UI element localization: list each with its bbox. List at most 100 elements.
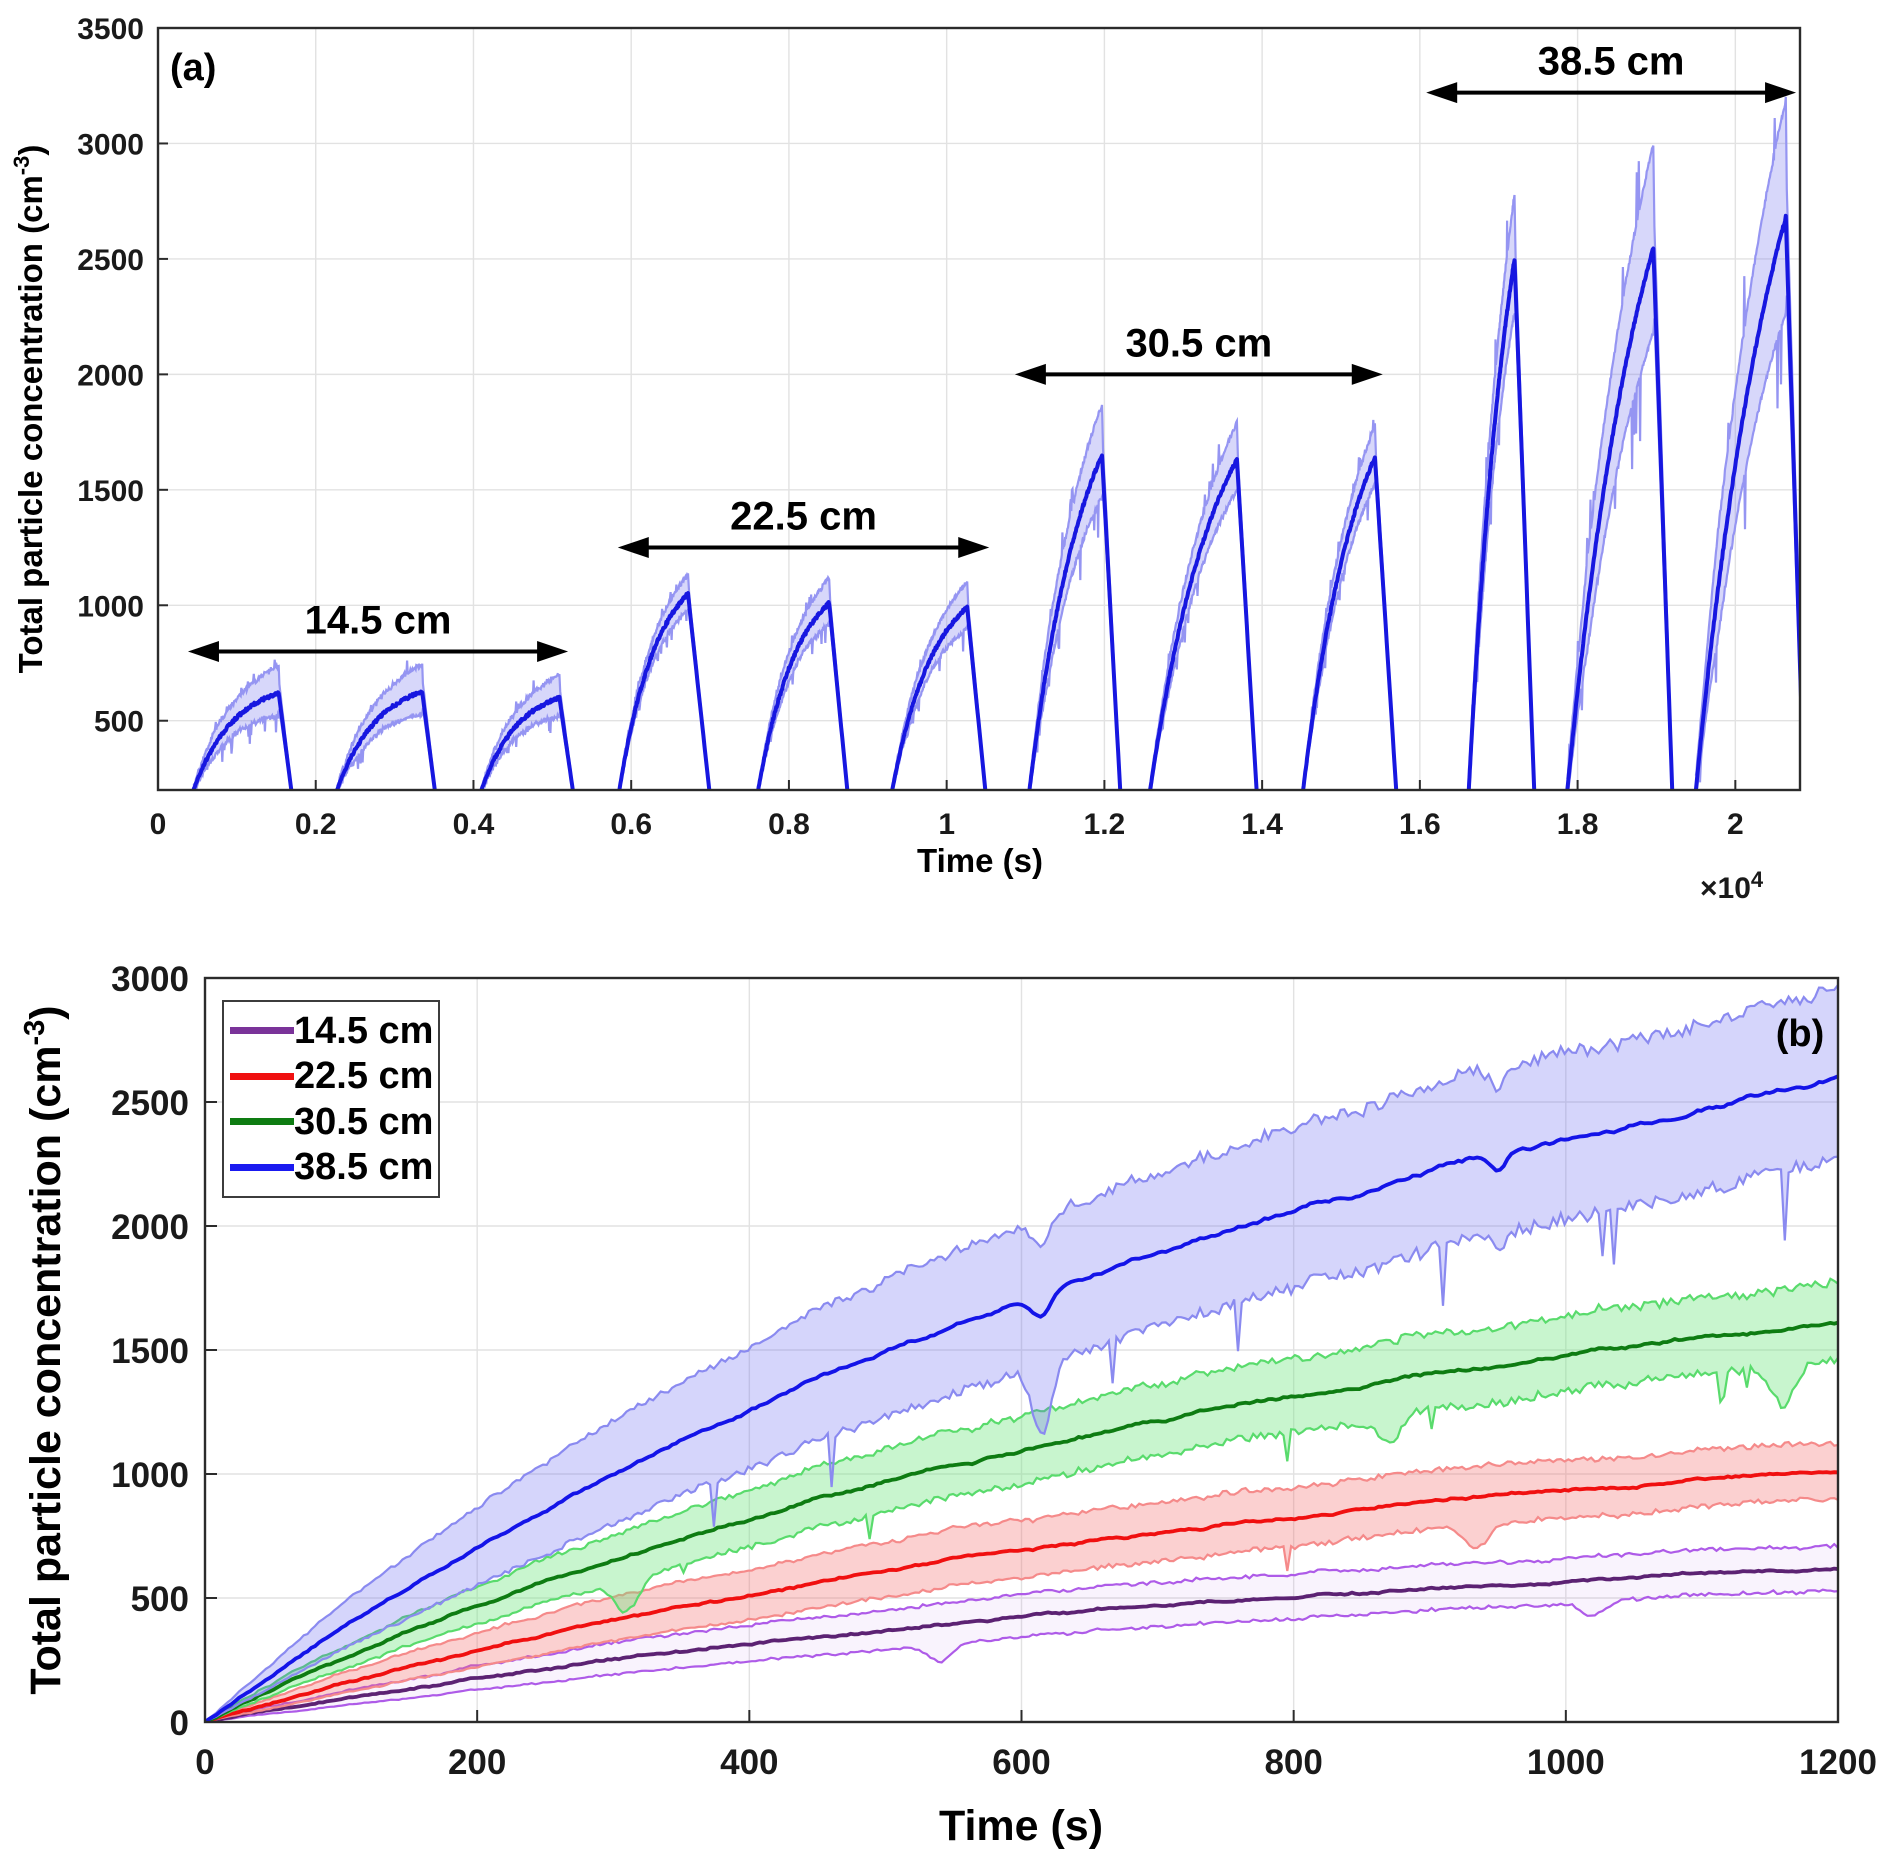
panel-b: 0 200 400 600 800 1000 1200 0 500 1000 1500 2000 250… (19, 960, 1877, 1850)
confidence-band (193, 659, 292, 790)
arrowhead-left (617, 537, 649, 559)
arrowhead-right (537, 640, 569, 662)
y-tick-label: 2000 (111, 1208, 189, 1247)
y-tick-label: 2500 (77, 244, 144, 277)
band-lower-edge (1028, 493, 1122, 790)
mean-line (205, 1074, 1838, 1722)
panel-a-x-axis-title: Time (s) (917, 842, 1043, 879)
y-tick-label: 1500 (77, 475, 144, 508)
confidence-band (758, 577, 848, 790)
band-lower-edge (205, 1155, 1838, 1722)
band-lower-edge (891, 623, 987, 790)
band-upper-edge (205, 1440, 1838, 1722)
panel-a-tick-labels: 0 0.2 0.4 0.6 0.8 1 1.2 1.4 1.6 1.8 25001000150020… (77, 13, 1743, 841)
band-upper-edge (1149, 416, 1258, 786)
arrowhead-left (187, 640, 219, 662)
arrowhead-right (958, 537, 990, 559)
band-lower-edge (337, 708, 436, 790)
y-tick-label: 2500 (111, 1084, 189, 1123)
band-upper-edge (205, 984, 1838, 1722)
y-tick-label: 2000 (77, 359, 144, 392)
x-tick-label: 800 (1264, 1743, 1322, 1782)
mean-line (617, 591, 712, 790)
panel-b-y-axis-title: Total particle concentration (cm-3) (19, 1005, 70, 1694)
panel-a: 14.5 cm 22.5 cm 30.5 cm 38.5 cm 0 0.2 0.4 0.6 0… (9, 13, 1802, 905)
x-tick-label: 0.8 (768, 808, 810, 841)
panel-b-label: (b) (1776, 1013, 1825, 1055)
x-tick-label: 2 (1727, 808, 1744, 841)
confidence-band (892, 581, 986, 790)
x-tick-label: 1.8 (1557, 808, 1599, 841)
mean-line (1693, 213, 1800, 790)
legend-label: 38.5 cm (294, 1146, 434, 1189)
band-upper-edge (205, 1542, 1838, 1722)
x-tick-label: 1.4 (1241, 808, 1283, 841)
band-lower-edge (481, 711, 574, 790)
band-upper-edge (1566, 145, 1674, 780)
panel-b-tick-labels: 0 200 400 600 800 1000 1200 0 500 1000 1500 2000 250… (111, 960, 1877, 1782)
band-upper-edge (205, 1277, 1838, 1722)
panel-b-x-axis-title: Time (s) (939, 1802, 1103, 1850)
x-tick-label: 0.6 (610, 808, 652, 841)
x-tick-label: 0 (150, 808, 167, 841)
y-tick-label: 1500 (111, 1332, 189, 1371)
confidence-band (205, 1278, 1838, 1722)
panel-a-annotations: 14.5 cm 22.5 cm 30.5 cm 38.5 cm (187, 40, 1797, 662)
mean-line (191, 690, 294, 790)
arrowhead-left (1014, 363, 1046, 385)
y-tick-label: 1000 (111, 1456, 189, 1495)
legend-swatch-blue (230, 1163, 294, 1171)
legend-item: 22.5 cm (230, 1057, 436, 1095)
x-tick-label: 600 (992, 1743, 1050, 1782)
arrowhead-right (1765, 82, 1797, 104)
confidence-band (1029, 404, 1121, 790)
legend-item: 14.5 cm (230, 1012, 436, 1050)
legend-swatch-red (230, 1072, 294, 1080)
x-tick-label: 400 (720, 1743, 778, 1782)
mean-line (1565, 246, 1675, 790)
x-tick-label: 1000 (1527, 1743, 1605, 1782)
x-tick-label: 200 (448, 1743, 506, 1782)
panel-b-axes (203, 976, 1840, 1724)
band-upper-edge (891, 581, 987, 789)
band-upper-edge (1694, 96, 1800, 776)
band-upper-edge (192, 659, 293, 788)
axes-box (156, 26, 1802, 792)
band-lower-edge (205, 1496, 1838, 1722)
legend-swatch-purple (230, 1027, 294, 1035)
confidence-band (619, 573, 710, 790)
mean-line (1148, 457, 1259, 790)
x-tick-label: 1200 (1799, 1743, 1877, 1782)
mean-line (1027, 453, 1123, 790)
x-tick-label: 0 (195, 1743, 214, 1782)
x-tick-label: 1.6 (1399, 808, 1441, 841)
confidence-band (1567, 145, 1673, 790)
x-tick-label: 1.2 (1084, 808, 1126, 841)
panel-a-axis-exponent: ×104 (1700, 867, 1764, 905)
legend-swatch-green (230, 1118, 294, 1126)
panel-a-series (191, 96, 1800, 790)
mean-line (479, 694, 575, 790)
mean-line (1301, 455, 1399, 790)
mean-line (1466, 258, 1537, 790)
x-tick-label: 0.4 (453, 808, 495, 841)
mean-line (890, 604, 988, 790)
band-upper-edge (480, 672, 574, 790)
panel-b-series (205, 984, 1838, 1722)
mean-line (756, 600, 850, 790)
distance-annotation: 30.5 cm (1125, 321, 1272, 365)
band-upper-edge (757, 574, 849, 788)
band-lower-edge (193, 709, 293, 790)
panel-b-grid (205, 978, 1839, 1722)
distance-annotation: 14.5 cm (305, 598, 452, 642)
x-tick-label: 0.2 (295, 808, 337, 841)
arrowhead-left (1426, 82, 1458, 104)
band-lower-edge (205, 1588, 1838, 1722)
y-tick-label: 3000 (77, 128, 144, 161)
y-tick-label: 500 (94, 706, 144, 739)
band-lower-edge (1695, 295, 1800, 790)
legend-label: 14.5 cm (294, 1009, 434, 1052)
distance-annotation: 38.5 cm (1538, 40, 1685, 84)
mean-line (205, 1470, 1838, 1722)
